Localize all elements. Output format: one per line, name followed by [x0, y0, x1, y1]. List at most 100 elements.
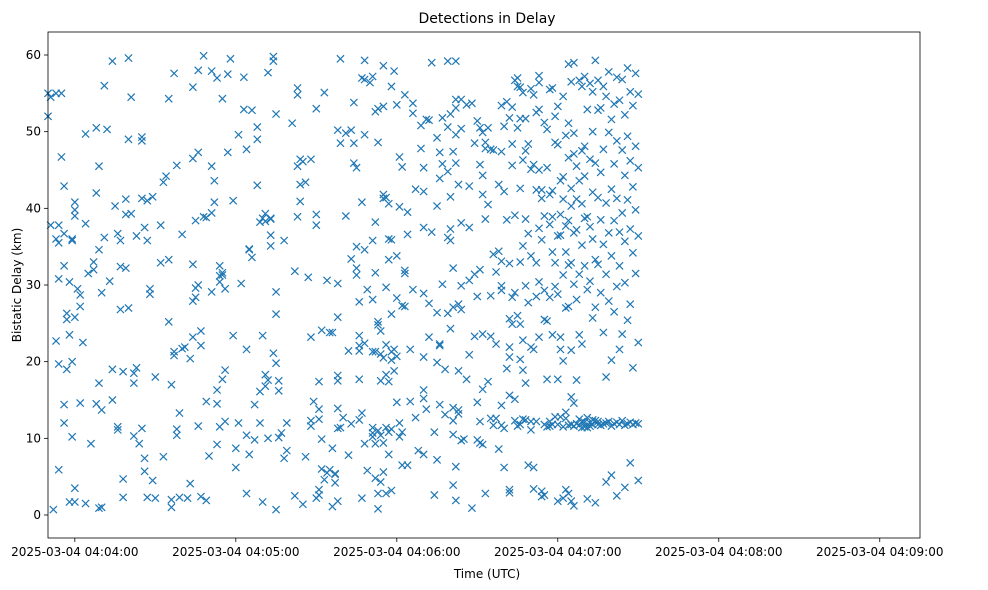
scatter-point — [52, 234, 61, 244]
scatter-point — [382, 340, 391, 349]
scatter-point — [620, 110, 629, 119]
scatter-point — [473, 398, 482, 407]
scatter-point — [320, 88, 329, 97]
scatter-point — [296, 197, 305, 206]
scatter-point — [221, 284, 230, 293]
scatter-point — [213, 399, 222, 408]
scatter-point — [325, 328, 334, 337]
scatter-point — [379, 468, 388, 477]
scatter-point — [518, 88, 527, 97]
scatter-point — [188, 260, 197, 269]
scatter-point — [494, 180, 503, 189]
scatter-point — [194, 422, 203, 431]
scatter-point — [567, 184, 576, 193]
scatter-point — [314, 377, 324, 386]
scatter-point — [218, 271, 227, 280]
scatter-point — [545, 293, 554, 302]
scatter-point — [551, 282, 560, 291]
scatter-point — [532, 292, 541, 301]
scatter-point — [272, 359, 281, 368]
scatter-point — [314, 491, 324, 500]
scatter-point — [170, 347, 179, 356]
scatter-point — [484, 200, 493, 209]
scatter-point — [505, 488, 514, 497]
scatter-point — [151, 372, 160, 382]
scatter-point — [604, 417, 613, 426]
scatter-point — [376, 478, 385, 487]
scatter-point — [564, 119, 573, 128]
scatter-point — [513, 311, 522, 320]
scatter-point — [500, 187, 509, 196]
scatter-point — [213, 440, 222, 449]
scatter-point — [620, 278, 629, 287]
scatter-point — [277, 428, 286, 437]
scatter-point — [360, 56, 369, 65]
scatter-point — [229, 196, 238, 205]
scatter-point — [194, 148, 203, 157]
scatter-point — [89, 265, 98, 274]
scatter-point — [100, 233, 109, 242]
scatter-point — [446, 324, 455, 333]
scatter-point — [293, 212, 302, 221]
scatter-point — [395, 202, 404, 211]
scatter-point — [470, 139, 479, 148]
scatter-point — [376, 431, 385, 440]
scatter-point — [92, 188, 101, 198]
scatter-point — [612, 282, 621, 291]
scatter-point — [451, 159, 460, 168]
scatter-point — [596, 103, 605, 112]
scatter-point — [411, 413, 420, 422]
scatter-point — [108, 365, 117, 374]
scatter-point — [357, 198, 366, 207]
scatter-point — [113, 422, 122, 431]
scatter-point — [105, 277, 114, 286]
scatter-point — [392, 294, 401, 303]
scatter-point — [132, 231, 141, 240]
scatter-point — [253, 123, 262, 132]
scatter-point — [119, 367, 128, 376]
scatter-point — [113, 425, 122, 434]
scatter-point — [494, 247, 503, 256]
scatter-point — [537, 194, 546, 203]
scatter-point — [486, 145, 495, 154]
scatter-point — [81, 219, 90, 228]
scatter-point — [510, 211, 519, 220]
scatter-point — [475, 265, 484, 274]
scatter-point — [553, 290, 562, 299]
scatter-point — [475, 123, 484, 132]
scatter-point — [626, 458, 635, 467]
scatter-point — [137, 194, 146, 203]
scatter-point — [567, 77, 576, 86]
scatter-point — [422, 405, 431, 414]
scatter-point — [406, 345, 415, 354]
scatter-point — [213, 386, 222, 395]
scatter-point — [596, 168, 605, 177]
scatter-point — [360, 130, 369, 139]
scatter-point — [312, 104, 321, 113]
scatter-point — [349, 98, 358, 107]
scatter-point — [360, 439, 369, 448]
scatter-point — [274, 433, 283, 442]
scatter-point — [202, 496, 211, 505]
scatter-point — [438, 113, 447, 122]
scatter-point — [443, 123, 452, 132]
scatter-point — [419, 187, 428, 196]
scatter-point — [465, 223, 474, 232]
scatter-point — [521, 215, 530, 224]
scatter-point — [634, 476, 643, 485]
scatter-point — [62, 365, 71, 374]
scatter-point — [355, 331, 364, 340]
scatter-point — [357, 494, 366, 503]
scatter-point — [167, 503, 176, 512]
scatter-point — [54, 221, 63, 230]
scatter-point — [175, 493, 184, 502]
scatter-point — [347, 254, 356, 263]
scatter-point — [135, 439, 144, 448]
scatter-point — [309, 397, 318, 406]
scatter-point — [556, 231, 565, 240]
y-tick-label: 40 — [26, 201, 41, 215]
scatter-point — [76, 302, 85, 311]
scatter-point — [505, 314, 514, 323]
scatter-point — [156, 258, 165, 267]
scatter-point — [564, 60, 573, 69]
